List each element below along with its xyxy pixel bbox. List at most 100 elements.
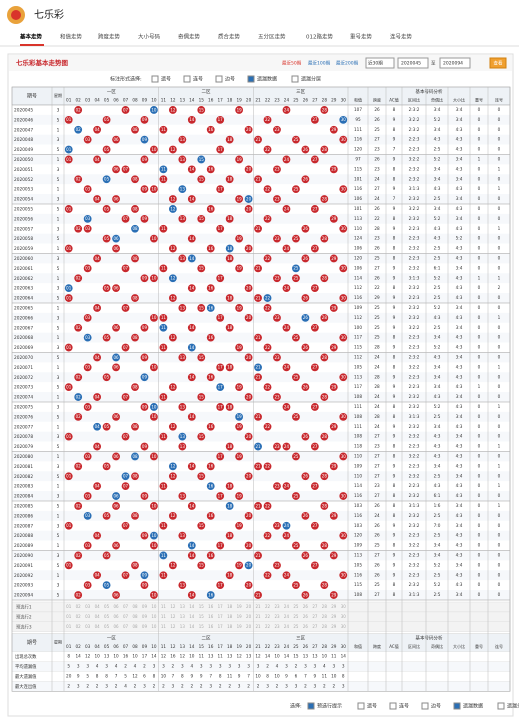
presel-number[interactable]: 17: [218, 624, 224, 629]
presel-number[interactable]: 05: [104, 614, 110, 619]
checkbox[interactable]: [307, 702, 315, 710]
presel-number[interactable]: 20: [246, 614, 252, 619]
presel-number[interactable]: 05: [104, 604, 110, 609]
to-input[interactable]: [439, 57, 471, 69]
presel-number[interactable]: 22: [265, 614, 271, 619]
presel-number[interactable]: 27: [312, 604, 318, 609]
presel-number[interactable]: 11: [161, 624, 167, 629]
presel-number[interactable]: 23: [274, 624, 280, 629]
presel-number[interactable]: 19: [237, 624, 243, 629]
presel-number[interactable]: 13: [180, 614, 186, 619]
presel-number[interactable]: 27: [312, 614, 318, 619]
select[interactable]: [365, 57, 395, 69]
presel-number[interactable]: 10: [151, 614, 157, 619]
presel-number[interactable]: 27: [312, 624, 318, 629]
presel-number[interactable]: 21: [256, 604, 262, 609]
checkbox[interactable]: [215, 75, 223, 83]
presel-number[interactable]: 09: [142, 604, 148, 609]
presel-number[interactable]: 02: [76, 624, 82, 629]
checkbox[interactable]: [497, 702, 505, 710]
presel-number[interactable]: 09: [142, 614, 148, 619]
presel-number[interactable]: 29: [331, 604, 337, 609]
presel-number[interactable]: 17: [218, 604, 224, 609]
presel-number[interactable]: 03: [85, 624, 91, 629]
presel-number[interactable]: 11: [161, 614, 167, 619]
presel-number[interactable]: 24: [284, 614, 290, 619]
presel-number[interactable]: 23: [274, 604, 280, 609]
presel-number[interactable]: 10: [151, 624, 157, 629]
presel-number[interactable]: 01: [66, 614, 72, 619]
presel-number[interactable]: 18: [227, 604, 233, 609]
nav-item[interactable]: 大小号码: [138, 33, 161, 41]
checkbox[interactable]: [357, 702, 365, 710]
presel-number[interactable]: 30: [341, 614, 347, 619]
checkbox[interactable]: [183, 75, 191, 83]
nav-item[interactable]: 奇偶走势: [178, 33, 201, 41]
checkbox[interactable]: [151, 75, 159, 83]
checkbox[interactable]: [291, 75, 299, 83]
presel-number[interactable]: 10: [151, 604, 157, 609]
presel-number[interactable]: 21: [256, 614, 262, 619]
from-input[interactable]: [397, 57, 429, 69]
presel-number[interactable]: 03: [85, 614, 91, 619]
presel-number[interactable]: 18: [227, 614, 233, 619]
view-button[interactable]: [489, 57, 507, 69]
presel-number[interactable]: 16: [208, 624, 214, 629]
presel-number[interactable]: 22: [265, 604, 271, 609]
presel-number[interactable]: 26: [303, 604, 309, 609]
presel-number[interactable]: 25: [293, 624, 299, 629]
presel-number[interactable]: 12: [170, 604, 176, 609]
presel-number[interactable]: 20: [246, 624, 252, 629]
presel-number[interactable]: 23: [274, 614, 280, 619]
presel-number[interactable]: 26: [303, 614, 309, 619]
presel-number[interactable]: 02: [76, 604, 82, 609]
nav-item[interactable]: 和值走势: [60, 33, 83, 41]
presel-number[interactable]: 06: [114, 624, 120, 629]
presel-number[interactable]: 02: [76, 614, 82, 619]
presel-number[interactable]: 05: [104, 624, 110, 629]
presel-number[interactable]: 03: [85, 604, 91, 609]
range-link[interactable]: 最近200期: [336, 60, 359, 67]
presel-number[interactable]: 28: [322, 604, 328, 609]
presel-number[interactable]: 26: [303, 624, 309, 629]
presel-number[interactable]: 04: [95, 624, 101, 629]
nav-item[interactable]: 五分区走势: [258, 33, 286, 41]
presel-number[interactable]: 12: [170, 624, 176, 629]
presel-number[interactable]: 14: [189, 624, 195, 629]
presel-number[interactable]: 13: [180, 604, 186, 609]
presel-number[interactable]: 04: [95, 604, 101, 609]
presel-number[interactable]: 01: [66, 624, 72, 629]
presel-number[interactable]: 22: [265, 624, 271, 629]
presel-number[interactable]: 30: [341, 624, 347, 629]
presel-number[interactable]: 08: [132, 614, 138, 619]
presel-number[interactable]: 11: [161, 604, 167, 609]
nav-item[interactable]: 基本走势: [19, 33, 43, 41]
presel-number[interactable]: 12: [170, 614, 176, 619]
range-link[interactable]: 最近100期: [308, 60, 331, 67]
presel-number[interactable]: 07: [123, 614, 129, 619]
presel-number[interactable]: 09: [142, 624, 148, 629]
presel-number[interactable]: 19: [237, 604, 243, 609]
presel-number[interactable]: 14: [189, 614, 195, 619]
presel-number[interactable]: 08: [132, 604, 138, 609]
presel-number[interactable]: 17: [218, 614, 224, 619]
nav-item[interactable]: 质合走势: [218, 33, 241, 41]
presel-number[interactable]: 24: [284, 624, 290, 629]
presel-number[interactable]: 07: [123, 624, 129, 629]
presel-number[interactable]: 28: [322, 614, 328, 619]
presel-number[interactable]: 20: [246, 604, 252, 609]
checkbox[interactable]: [389, 702, 397, 710]
presel-number[interactable]: 13: [180, 624, 186, 629]
presel-number[interactable]: 19: [237, 614, 243, 619]
nav-item[interactable]: 012路走势: [306, 33, 333, 41]
presel-number[interactable]: 14: [189, 604, 195, 609]
presel-number[interactable]: 29: [331, 614, 337, 619]
presel-number[interactable]: 04: [95, 614, 101, 619]
presel-number[interactable]: 15: [199, 604, 205, 609]
nav-item[interactable]: 重号走势: [350, 33, 373, 41]
presel-number[interactable]: 08: [132, 624, 138, 629]
checkbox[interactable]: [247, 75, 255, 83]
presel-number[interactable]: 18: [227, 624, 233, 629]
presel-number[interactable]: 29: [331, 624, 337, 629]
presel-number[interactable]: 01: [66, 604, 72, 609]
